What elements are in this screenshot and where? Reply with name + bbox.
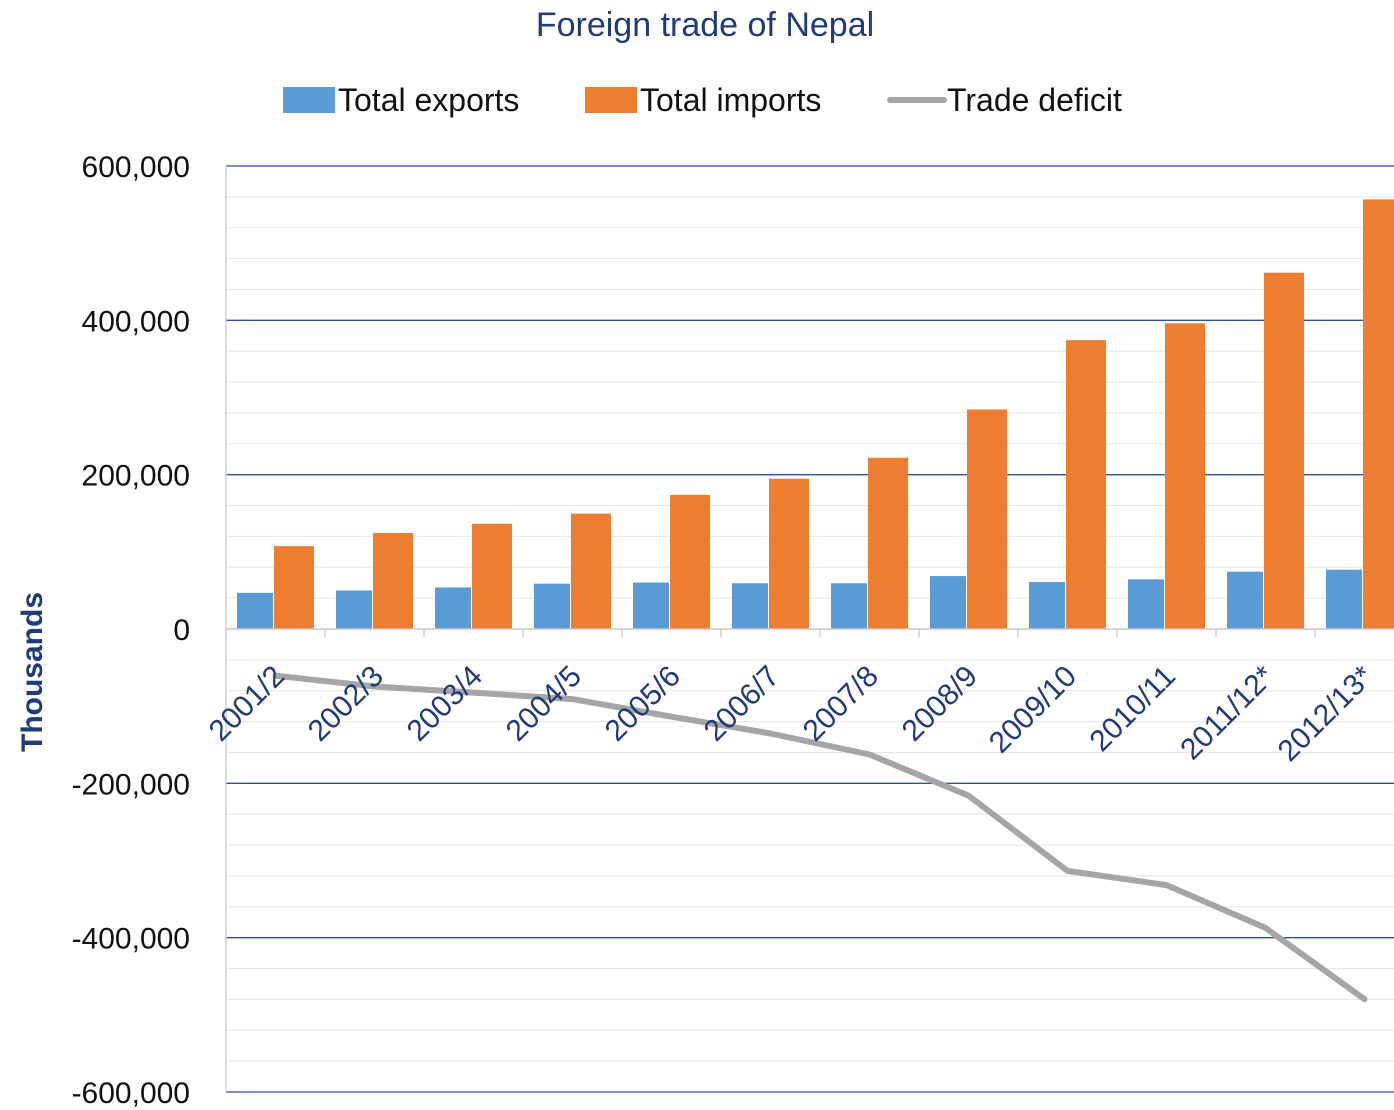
bar-total-exports: [831, 583, 867, 629]
bar-total-imports: [472, 523, 512, 629]
x-tick-label: 2002/3: [302, 660, 390, 748]
x-tick-label: 2007/8: [797, 660, 885, 748]
bar-total-imports: [769, 478, 809, 629]
y-tick-label: 0: [173, 614, 190, 647]
bar-total-exports: [930, 576, 966, 629]
bar-total-exports: [336, 590, 372, 629]
bar-total-imports: [670, 494, 710, 629]
legend-label-imports: Total imports: [640, 82, 821, 118]
x-tick-label: 2011/12*: [1174, 659, 1281, 766]
trade-deficit-line-layer: [272, 672, 1368, 1003]
y-tick-label: 600,000: [82, 151, 190, 184]
bar-total-exports: [435, 587, 471, 629]
x-tick-label: 2008/9: [896, 660, 984, 748]
y-tick-label: -400,000: [72, 923, 190, 956]
legend: Total exports Total imports Trade defici…: [283, 82, 1122, 118]
bars: [237, 199, 1394, 630]
bar-total-exports: [732, 583, 768, 629]
x-tick-label: 2009/10: [983, 660, 1083, 760]
x-tick-label: 2012/13*: [1272, 659, 1381, 768]
chart-title: Foreign trade of Nepal: [536, 6, 874, 44]
x-axis-ticks: 2001/2 2002/3 2003/4 2004/5 2005/6 2006/7 2007…: [203, 659, 1380, 768]
bar-total-exports: [1326, 569, 1362, 629]
y-tick-label: -200,000: [72, 768, 190, 801]
y-axis-title: Thousands: [16, 592, 49, 752]
y-axis-ticks: 600,000 400,000 200,000 0 -200,000 -400,000 -6…: [72, 151, 190, 1110]
bar-total-imports: [1363, 199, 1394, 630]
bar-total-exports: [237, 592, 273, 629]
y-tick-label: 400,000: [82, 305, 190, 338]
x-axis: [225, 628, 1394, 637]
x-tick-label: 2003/4: [401, 660, 489, 748]
x-tick-label: 2004/5: [500, 660, 588, 748]
x-tick-label: 2001/2: [203, 660, 291, 748]
y-tick-label: -600,000: [72, 1077, 190, 1110]
legend-label-deficit: Trade deficit: [947, 82, 1122, 118]
bar-total-exports: [633, 582, 669, 629]
legend-swatch-exports: [283, 87, 335, 113]
bar-total-imports: [373, 533, 413, 629]
bar-total-imports: [1165, 323, 1205, 629]
y-tick-label: 200,000: [82, 460, 190, 493]
bar-total-imports: [1264, 272, 1304, 629]
bar-total-exports: [1029, 582, 1065, 629]
bar-total-imports: [274, 546, 314, 629]
series-line-trade-deficit: [272, 672, 1368, 1003]
bar-total-exports: [1227, 571, 1263, 629]
legend-label-exports: Total exports: [338, 82, 519, 118]
bar-total-imports: [868, 457, 908, 629]
bar-total-exports: [534, 583, 570, 629]
legend-swatch-imports: [585, 87, 637, 113]
bar-total-imports: [1066, 340, 1106, 629]
bar-total-exports: [1128, 579, 1164, 629]
bar-total-imports: [571, 513, 611, 629]
x-tick-label: 2010/11: [1084, 660, 1182, 758]
bar-total-imports: [967, 409, 1007, 629]
